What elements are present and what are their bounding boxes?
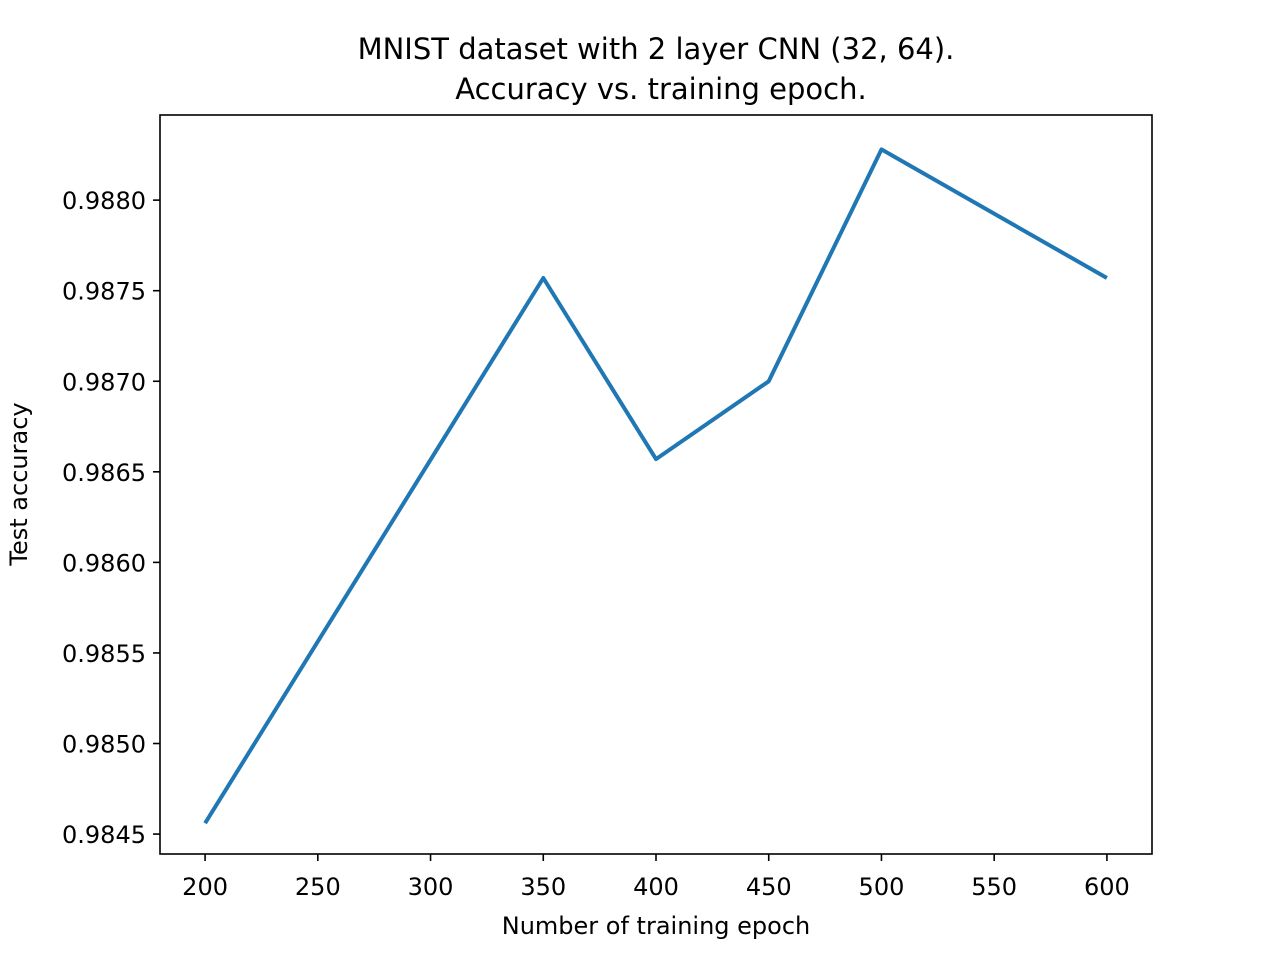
x-tick-label: 600 — [1084, 873, 1130, 901]
chart-title-line-2: Accuracy vs. training epoch. — [455, 72, 866, 106]
y-tick-label: 0.9860 — [62, 549, 146, 577]
y-tick-label: 0.9850 — [62, 731, 146, 759]
y-tick-label: 0.9865 — [62, 459, 146, 487]
y-axis-label: Test accuracy — [5, 402, 33, 566]
y-tick-label: 0.9875 — [62, 278, 146, 306]
x-axis-label: Number of training epoch — [502, 912, 811, 940]
plot-area — [159, 114, 1153, 855]
x-tick-label: 500 — [859, 873, 905, 901]
x-tick-label: 300 — [408, 873, 454, 901]
x-tick-label: 250 — [295, 873, 341, 901]
x-tick-label: 450 — [746, 873, 792, 901]
chart-title-line-1: MNIST dataset with 2 layer CNN (32, 64). — [358, 32, 955, 66]
x-tick-label: 550 — [971, 873, 1017, 901]
y-tick-label: 0.9880 — [62, 187, 146, 215]
plot-frame — [159, 114, 1153, 855]
x-tick-label: 200 — [182, 873, 228, 901]
y-tick-label: 0.9855 — [62, 640, 146, 668]
x-axis-ticks: 200 250 300 350 400 450 500 550 600 — [182, 854, 1130, 901]
y-tick-label: 0.9845 — [62, 821, 146, 849]
y-tick-label: 0.9870 — [62, 368, 146, 396]
y-axis-ticks: 0.9845 0.9850 0.9855 0.9860 0.9865 0.9870 0.98… — [62, 187, 160, 849]
x-tick-label: 350 — [520, 873, 566, 901]
series-line-0 — [203, 147, 1108, 825]
x-tick-label: 400 — [633, 873, 679, 901]
